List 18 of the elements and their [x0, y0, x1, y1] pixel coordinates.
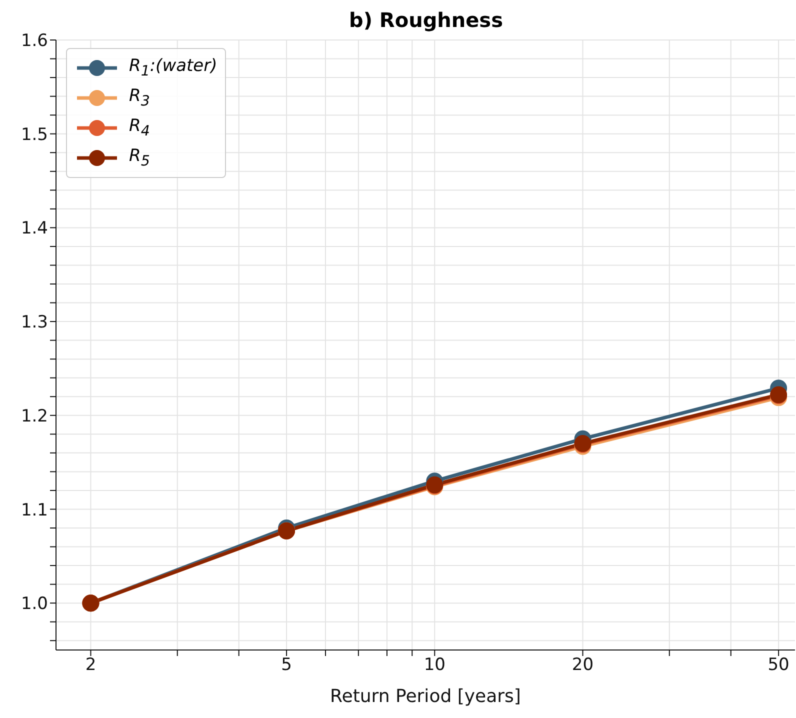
x-tick-label: 10: [424, 655, 446, 676]
legend-label: R$_{3}$: [129, 86, 150, 110]
y-tick-label: 1.1: [20, 500, 48, 520]
x-tick-label: 20: [572, 655, 594, 676]
x-tick-label: 50: [768, 655, 790, 676]
x-tick-label: 5: [281, 655, 292, 676]
y-tick-label: 1.2: [20, 406, 48, 426]
x-tick-label: 2: [85, 655, 96, 676]
y-tick-label: 1.5: [20, 124, 48, 145]
legend-label: R$_{5}$: [129, 146, 150, 170]
y-tick-label: 1.4: [20, 218, 48, 239]
legend-label: R$_{4}$: [129, 116, 150, 140]
chart-title: b) Roughness: [348, 8, 504, 32]
y-tick-label: 1.6: [20, 31, 48, 52]
y-tick-label: 1.0: [20, 594, 48, 614]
y-tick-label: 1.3: [20, 312, 48, 333]
x-axis-title: Return Period [years]: [330, 686, 521, 707]
legend-label: R$_{1}$:(water): [129, 56, 218, 80]
